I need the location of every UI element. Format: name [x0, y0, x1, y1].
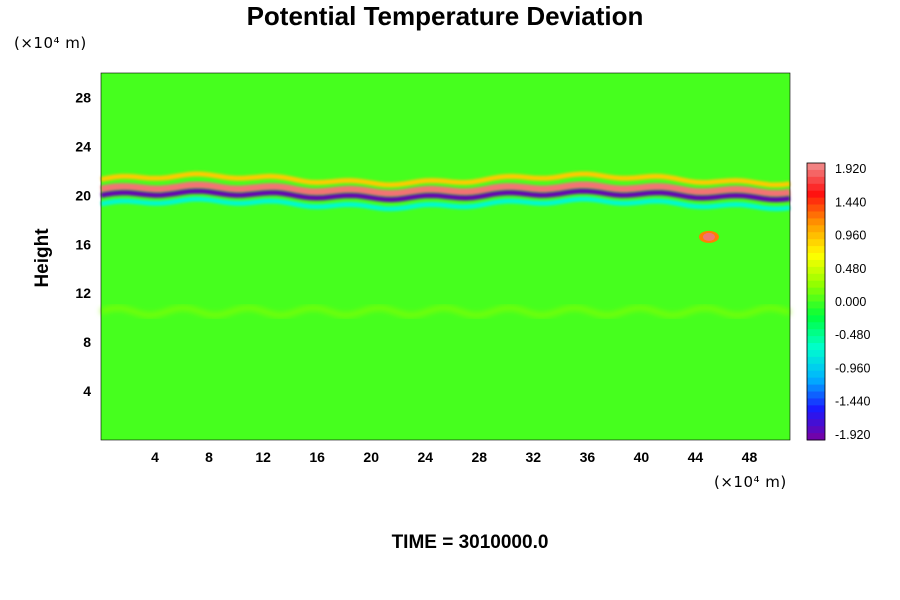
- colorbar-swatch: [807, 273, 825, 282]
- colorbar-tick-label: 1.440: [835, 195, 866, 209]
- colorbar-swatch: [807, 398, 825, 406]
- colorbar-swatch: [807, 204, 825, 212]
- y-tick-label: 24: [75, 138, 91, 154]
- cold-band: [100, 188, 791, 203]
- colorbar-swatch: [807, 294, 825, 302]
- colorbar-swatch: [807, 211, 825, 219]
- colorbar-swatch: [807, 419, 825, 427]
- colorbar: 1.920 1.440 0.960 0.480 0.000 -0.480 -0.960 -1.…: [806, 162, 870, 442]
- y-tick-label: 4: [83, 383, 91, 399]
- x-axis-ticks: 4 8 12 16 20 24 28 32 36 40 44 48: [151, 449, 757, 465]
- colorbar-tick-label: -0.480: [835, 328, 870, 342]
- colorbar-swatch: [807, 370, 825, 379]
- x-axis-unit: (×10⁴ m): [714, 473, 787, 491]
- upper-warm-layer: [100, 171, 791, 188]
- colorbar-swatch: [807, 343, 825, 351]
- colorbar-tick-label: 1.920: [835, 162, 866, 176]
- colorbar-swatch: [807, 412, 825, 420]
- colorbar-swatch: [807, 308, 825, 316]
- colorbar-swatch: [807, 197, 825, 205]
- colorbar-swatch: [807, 232, 825, 240]
- plot-frame: [100, 72, 791, 441]
- x-tick-label: 32: [526, 449, 542, 465]
- colorbar-swatch: [807, 336, 825, 344]
- y-tick-label: 12: [75, 285, 91, 301]
- colorbar-swatch: [807, 377, 825, 385]
- x-tick-label: 40: [634, 449, 650, 465]
- warm-patch: [702, 232, 715, 241]
- lower-cold-layer: [100, 196, 791, 212]
- x-tick-label: 8: [205, 449, 213, 465]
- colorbar-swatch: [807, 225, 825, 233]
- x-tick-label: 28: [471, 449, 487, 465]
- colorbar-swatch: [807, 266, 825, 275]
- colorbar-swatch: [807, 176, 825, 185]
- colorbar-swatch: [807, 384, 825, 392]
- heatmap-background: [101, 73, 790, 440]
- colorbar-swatch: [807, 329, 825, 337]
- colorbar-swatch: [807, 163, 825, 171]
- colorbar-tick-label: 0.480: [835, 262, 866, 276]
- colorbar-swatch: [807, 363, 825, 372]
- colorbar-tick-label: 0.960: [835, 229, 866, 243]
- colorbar-swatch: [807, 433, 825, 441]
- x-tick-label: 24: [417, 449, 433, 465]
- x-tick-label: 36: [580, 449, 596, 465]
- colorbar-swatch: [807, 190, 825, 199]
- colorbar-swatch: [807, 349, 825, 358]
- x-tick-label: 12: [255, 449, 271, 465]
- heatmap-plot: [100, 72, 791, 441]
- colorbar-swatch: [807, 315, 825, 323]
- x-tick-label: 44: [688, 449, 704, 465]
- colorbar-swatch: [807, 218, 825, 226]
- colorbar-swatch: [807, 259, 825, 268]
- y-tick-label: 8: [83, 334, 91, 350]
- y-tick-label: 16: [75, 236, 91, 252]
- colorbar-swatch: [807, 356, 825, 365]
- colorbar-swatch: [807, 405, 825, 413]
- colorbar-swatch: [807, 253, 825, 261]
- y-axis-unit: (×10⁴ m): [14, 34, 87, 52]
- x-tick-label: 16: [309, 449, 325, 465]
- colorbar-swatch: [807, 280, 825, 289]
- colorbar-swatch: [807, 183, 825, 192]
- y-axis-ticks: 4 8 12 16 20 24 28: [75, 89, 91, 399]
- time-annotation: TIME = 3010000.0: [391, 532, 549, 553]
- x-tick-label: 4: [151, 449, 159, 465]
- colorbar-swatch: [807, 246, 825, 254]
- colorbar-swatch: [807, 426, 825, 434]
- colorbar-swatch: [807, 301, 825, 309]
- x-tick-label: 48: [742, 449, 758, 465]
- colorbar-swatch: [807, 169, 825, 178]
- colorbar-swatch: [807, 391, 825, 399]
- chart-title: Potential Temperature Deviation: [246, 1, 644, 31]
- colorbar-frame: [806, 162, 826, 441]
- colorbar-swatch: [807, 287, 825, 295]
- colorbar-swatch: [807, 239, 825, 247]
- tropopause-layer: [100, 305, 791, 318]
- colorbar-swatch: [807, 322, 825, 330]
- colorbar-tick-label: 0.000: [835, 295, 866, 309]
- colorbar-tick-label: -1.440: [835, 395, 870, 409]
- colorbar-tick-label: -1.920: [835, 428, 870, 442]
- y-tick-label: 20: [75, 187, 91, 203]
- y-tick-label: 28: [75, 89, 91, 105]
- warm-band: [100, 181, 791, 198]
- x-tick-label: 20: [363, 449, 379, 465]
- colorbar-tick-label: -0.960: [835, 361, 870, 375]
